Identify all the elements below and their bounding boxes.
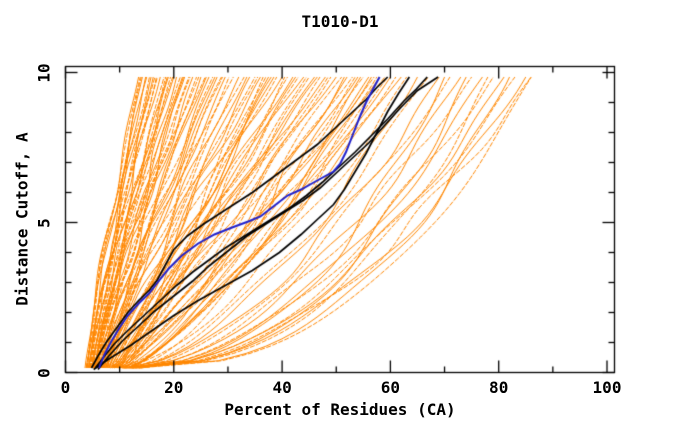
x-tick-label: 60 <box>380 378 401 397</box>
x-tick-label: 100 <box>592 378 622 397</box>
x-tick-label: 40 <box>272 378 292 397</box>
x-tick-label: 20 <box>164 378 184 397</box>
chart-title: T1010-D1 <box>301 12 379 31</box>
y-tick-label: 5 <box>34 217 54 228</box>
x-axis-label: Percent of Residues (CA) <box>224 400 456 419</box>
y-axis-label: Distance Cutoff, A <box>12 132 32 306</box>
y-tick-label: 0 <box>34 367 54 378</box>
y-tick-label: 10 <box>34 62 54 83</box>
x-tick-label: 0 <box>60 378 71 397</box>
x-tick-label: 80 <box>489 378 509 397</box>
